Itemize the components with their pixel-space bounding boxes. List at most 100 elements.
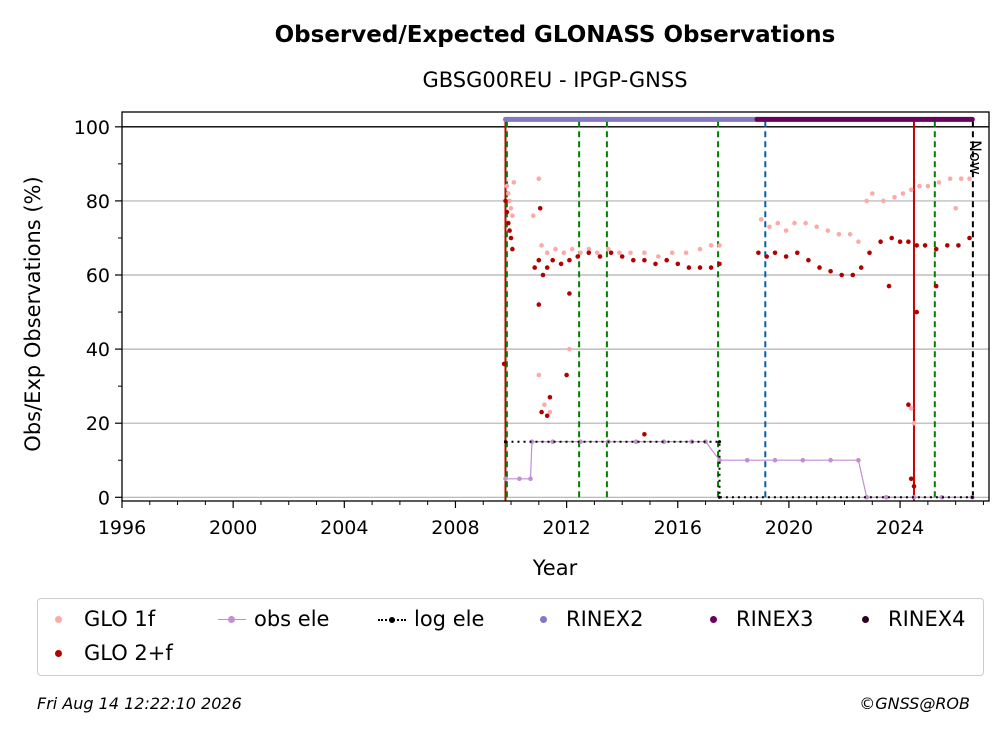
x-tick-label-2024: 2024 [876,517,924,539]
point-glo-1f-2 [507,198,512,204]
point-glo-2-f-55 [564,372,569,378]
point-glo-1f-10 [553,246,558,252]
x-tick-label-2012: 2012 [542,517,590,539]
y-tick-label-80: 80 [86,191,110,213]
x-tick-label-2004: 2004 [320,517,368,539]
point-glo-1f-13 [578,250,583,256]
point-glo-1f-28 [775,220,781,226]
chart-legend: GLO 1f obs ele log ele RINEX2 RINEX3 RIN… [37,598,984,676]
point-glo-2-f-54 [547,395,553,400]
point-glo-2-f-19 [619,254,625,259]
point-glo-2-f-46 [922,243,928,248]
point-glo-2-f-28 [717,261,722,267]
vertical-markers [504,121,974,501]
point-glo-1f-55 [953,206,958,211]
point-glo-2-f-52 [539,409,544,415]
y-axis-label: Obs/Exp Observations (%) [21,176,45,451]
legend-label-rinex4: RINEX4 [888,607,966,631]
x-tick-label-2008: 2008 [431,517,479,539]
point-glo-1f-20 [656,254,661,259]
point-glo-1f-1 [506,191,511,196]
point-glo-1f-4 [510,213,515,218]
legend-label-obs-ele: obs ele [254,607,330,631]
x-tick-label-2020: 2020 [765,517,813,539]
x-tick-label-2000: 2000 [209,517,257,539]
point-glo-2-f-16 [586,250,592,256]
point-glo-1f-38 [870,191,875,196]
y-tick-label-0: 0 [98,487,110,509]
point-glo-2-f-0 [503,198,508,204]
point-glo-2-f-11 [544,265,550,270]
point-glo-2-f-18 [608,250,614,256]
point-glo-2-f-38 [850,272,856,278]
point-glo-2-f-53 [544,413,550,419]
point-obs-ele-2 [528,476,533,482]
grid-lines [122,126,989,498]
point-glo-2-f-31 [772,250,778,256]
line-log-ele [505,440,973,499]
point-glo-2-f-5 [510,246,515,252]
point-glo-2-f-8 [536,257,542,263]
point-glo-2-f-4 [508,235,514,241]
point-glo-2-f-13 [558,261,564,267]
point-glo-1f-25 [717,243,722,248]
point-glo-1f-16 [606,246,611,252]
point-glo-1f-6 [531,213,536,218]
point-glo-1f-50 [542,402,547,408]
legend-marker-obs-ele [216,609,250,629]
point-glo-1f-39 [881,198,886,204]
point-obs-ele-11 [717,457,722,463]
y-tick-label-20: 20 [86,413,110,435]
legend-item-log-ele: log ele [376,607,484,631]
point-glo-2-f-25 [686,265,692,270]
legend-label-rinex3: RINEX3 [736,607,814,631]
legend-label-glo2f: GLO 2+f [84,641,173,665]
point-obs-ele-8 [661,439,667,445]
footer-credit: ©GNSS@ROB [859,694,970,713]
point-glo-2-f-44 [906,239,911,244]
point-glo-1f-23 [697,246,703,252]
legend-marker-rinex3 [698,609,732,629]
point-glo-2-f-29 [756,250,761,256]
point-glo-2-f-37 [839,272,844,278]
point-glo-2-f-3 [507,228,512,233]
point-glo-1f-52 [567,346,572,352]
point-glo-1f-49 [536,372,542,378]
legend-item-glo1f: GLO 1f [46,607,155,631]
point-glo-1f-21 [669,250,675,256]
x-tick-label-1996: 1996 [98,517,146,539]
point-glo-2-f-14 [567,257,572,263]
point-glo-1f-43 [917,183,922,189]
chart-title: Observed/Expected GLONASS Observations [275,22,836,48]
now-label: Now [966,140,985,175]
point-glo-2-f-62 [914,309,919,315]
plot-frame [121,111,990,502]
footer-timestamp: Fri Aug 14 12:22:10 2026 [37,694,242,713]
point-glo-2-f-2 [506,220,511,226]
point-glo-2-f-35 [817,265,822,270]
point-obs-ele-13 [772,457,778,463]
point-obs-ele-12 [744,457,750,463]
point-glo-2-f-22 [653,261,658,267]
point-glo-2-f-59 [906,402,911,408]
y-tick-label-100: 100 [74,117,110,139]
point-glo-1f-7 [536,176,542,181]
point-glo-2-f-30 [764,254,769,259]
point-glo-1f-37 [864,198,869,204]
point-glo-2-f-34 [806,257,811,263]
point-glo-1f-5 [511,180,517,185]
x-tick-label-2016: 2016 [654,517,702,539]
legend-label-rinex2: RINEX2 [566,607,644,631]
point-glo-2-f-43 [897,239,903,244]
point-log-ele-2 [717,495,722,499]
point-glo-2-f-49 [956,243,961,248]
point-glo-2-f-61 [911,483,917,489]
point-glo-2-f-17 [597,254,603,259]
point-glo-1f-26 [758,217,764,222]
legend-marker-glo1f [46,609,80,629]
point-glo-1f-33 [825,228,831,233]
point-glo-2-f-47 [933,246,939,252]
point-glo-1f-48 [967,176,972,181]
point-glo-1f-29 [783,228,789,233]
